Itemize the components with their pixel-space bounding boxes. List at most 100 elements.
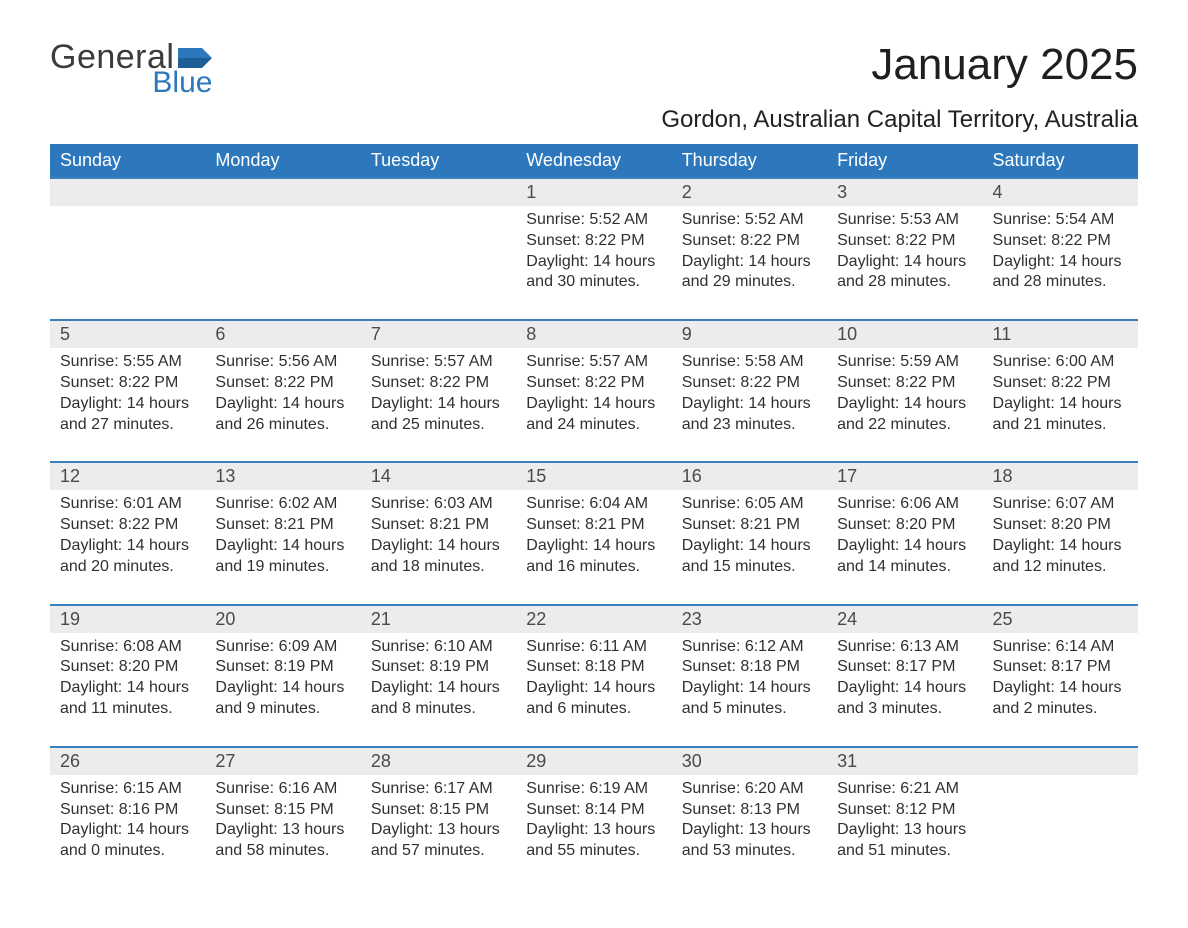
day-number-cell: 27: [205, 747, 360, 775]
daylight-line2: and 11 minutes.: [60, 699, 195, 720]
day-number-cell: 8: [516, 320, 671, 348]
sunset-text: Sunset: 8:21 PM: [682, 515, 817, 536]
sunrise-text: Sunrise: 6:17 AM: [371, 779, 506, 800]
day-number: 7: [371, 324, 381, 344]
day-content-cell: Sunrise: 6:11 AMSunset: 8:18 PMDaylight:…: [516, 633, 671, 747]
day-number-cell: 30: [672, 747, 827, 775]
day-content-cell: Sunrise: 6:02 AMSunset: 8:21 PMDaylight:…: [205, 490, 360, 604]
sunrise-text: Sunrise: 5:52 AM: [682, 210, 817, 231]
daylight-line1: Daylight: 14 hours: [60, 394, 195, 415]
sunrise-text: Sunrise: 6:06 AM: [837, 494, 972, 515]
sunrise-text: Sunrise: 5:52 AM: [526, 210, 661, 231]
daylight-line2: and 15 minutes.: [682, 557, 817, 578]
day-content-cell: [205, 206, 360, 320]
day-content-cell: [50, 206, 205, 320]
daylight-line1: Daylight: 13 hours: [215, 820, 350, 841]
daylight-line1: Daylight: 14 hours: [371, 536, 506, 557]
day-number-cell: 15: [516, 462, 671, 490]
day-number: 5: [60, 324, 70, 344]
day-header: Saturday: [983, 144, 1138, 178]
sunset-text: Sunset: 8:22 PM: [526, 373, 661, 394]
daylight-line1: Daylight: 14 hours: [526, 536, 661, 557]
day-number-cell: 20: [205, 605, 360, 633]
day-number-cell: 26: [50, 747, 205, 775]
sunset-text: Sunset: 8:21 PM: [526, 515, 661, 536]
daylight-line1: Daylight: 14 hours: [371, 394, 506, 415]
day-number-cell: 10: [827, 320, 982, 348]
daylight-line2: and 24 minutes.: [526, 415, 661, 436]
sunrise-text: Sunrise: 6:12 AM: [682, 637, 817, 658]
location-subtitle: Gordon, Australian Capital Territory, Au…: [661, 106, 1138, 134]
day-content-cell: Sunrise: 6:07 AMSunset: 8:20 PMDaylight:…: [983, 490, 1138, 604]
day-number-cell: 22: [516, 605, 671, 633]
daylight-line1: Daylight: 14 hours: [993, 394, 1128, 415]
day-content-cell: Sunrise: 5:57 AMSunset: 8:22 PMDaylight:…: [516, 348, 671, 462]
daylight-line2: and 22 minutes.: [837, 415, 972, 436]
day-header: Wednesday: [516, 144, 671, 178]
day-number: 30: [682, 751, 702, 771]
sunset-text: Sunset: 8:21 PM: [371, 515, 506, 536]
day-number: 14: [371, 466, 391, 486]
day-content-cell: Sunrise: 6:21 AMSunset: 8:12 PMDaylight:…: [827, 775, 982, 888]
sunset-text: Sunset: 8:21 PM: [215, 515, 350, 536]
day-number-cell: 13: [205, 462, 360, 490]
sunset-text: Sunset: 8:18 PM: [682, 657, 817, 678]
day-content-cell: Sunrise: 6:16 AMSunset: 8:15 PMDaylight:…: [205, 775, 360, 888]
day-number-cell: 21: [361, 605, 516, 633]
daylight-line1: Daylight: 14 hours: [837, 394, 972, 415]
day-content-cell: Sunrise: 6:13 AMSunset: 8:17 PMDaylight:…: [827, 633, 982, 747]
daylight-line1: Daylight: 13 hours: [526, 820, 661, 841]
sunrise-text: Sunrise: 6:16 AM: [215, 779, 350, 800]
day-content-cell: [361, 206, 516, 320]
day-number: 3: [837, 182, 847, 202]
daylight-line2: and 53 minutes.: [682, 841, 817, 862]
day-number-cell: 6: [205, 320, 360, 348]
sunset-text: Sunset: 8:22 PM: [993, 231, 1128, 252]
day-content-cell: Sunrise: 5:58 AMSunset: 8:22 PMDaylight:…: [672, 348, 827, 462]
sunrise-text: Sunrise: 6:07 AM: [993, 494, 1128, 515]
week-content-row: Sunrise: 6:15 AMSunset: 8:16 PMDaylight:…: [50, 775, 1138, 888]
day-number: 11: [993, 324, 1012, 344]
week-number-row: 262728293031: [50, 747, 1138, 775]
daylight-line1: Daylight: 14 hours: [837, 678, 972, 699]
sunrise-text: Sunrise: 6:02 AM: [215, 494, 350, 515]
daylight-line2: and 6 minutes.: [526, 699, 661, 720]
day-number-cell: 19: [50, 605, 205, 633]
sunset-text: Sunset: 8:15 PM: [215, 800, 350, 821]
daylight-line2: and 57 minutes.: [371, 841, 506, 862]
week-content-row: Sunrise: 6:01 AMSunset: 8:22 PMDaylight:…: [50, 490, 1138, 604]
daylight-line2: and 30 minutes.: [526, 272, 661, 293]
day-number-cell: 9: [672, 320, 827, 348]
daylight-line1: Daylight: 14 hours: [682, 252, 817, 273]
day-header: Tuesday: [361, 144, 516, 178]
day-content-cell: Sunrise: 6:06 AMSunset: 8:20 PMDaylight:…: [827, 490, 982, 604]
daylight-line1: Daylight: 14 hours: [215, 678, 350, 699]
brand-logo: General Blue: [50, 40, 212, 98]
day-number: 16: [682, 466, 702, 486]
sunset-text: Sunset: 8:19 PM: [371, 657, 506, 678]
daylight-line1: Daylight: 14 hours: [837, 252, 972, 273]
sunrise-text: Sunrise: 6:08 AM: [60, 637, 195, 658]
daylight-line1: Daylight: 14 hours: [60, 536, 195, 557]
day-content-cell: Sunrise: 6:10 AMSunset: 8:19 PMDaylight:…: [361, 633, 516, 747]
sunrise-text: Sunrise: 6:20 AM: [682, 779, 817, 800]
sunset-text: Sunset: 8:22 PM: [60, 515, 195, 536]
daylight-line1: Daylight: 14 hours: [526, 252, 661, 273]
day-number-cell: 11: [983, 320, 1138, 348]
day-content-cell: Sunrise: 6:19 AMSunset: 8:14 PMDaylight:…: [516, 775, 671, 888]
day-content-cell: Sunrise: 5:55 AMSunset: 8:22 PMDaylight:…: [50, 348, 205, 462]
daylight-line1: Daylight: 13 hours: [682, 820, 817, 841]
sunset-text: Sunset: 8:22 PM: [215, 373, 350, 394]
daylight-line1: Daylight: 14 hours: [215, 394, 350, 415]
page-title: January 2025: [661, 40, 1138, 90]
day-content-cell: Sunrise: 6:03 AMSunset: 8:21 PMDaylight:…: [361, 490, 516, 604]
daylight-line2: and 58 minutes.: [215, 841, 350, 862]
daylight-line2: and 14 minutes.: [837, 557, 972, 578]
day-number: 18: [993, 466, 1013, 486]
day-number: 8: [526, 324, 536, 344]
sunrise-text: Sunrise: 6:10 AM: [371, 637, 506, 658]
day-content-cell: Sunrise: 6:00 AMSunset: 8:22 PMDaylight:…: [983, 348, 1138, 462]
sunrise-text: Sunrise: 6:03 AM: [371, 494, 506, 515]
week-content-row: Sunrise: 6:08 AMSunset: 8:20 PMDaylight:…: [50, 633, 1138, 747]
daylight-line2: and 25 minutes.: [371, 415, 506, 436]
